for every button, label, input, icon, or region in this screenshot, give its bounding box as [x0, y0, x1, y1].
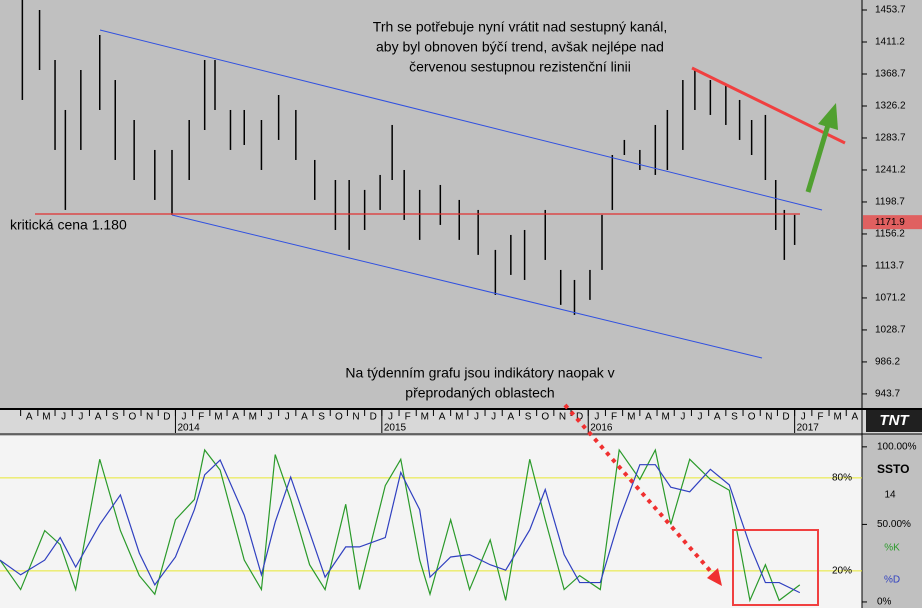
x-tick-label: M: [42, 412, 50, 423]
y-tick-label: 986.2: [875, 357, 900, 368]
y-tick-label: 100.00%: [877, 441, 917, 452]
x-tick-label: F: [405, 412, 411, 423]
x-tick-label: M: [214, 412, 222, 423]
y-tick-label: 1326.2: [875, 101, 906, 112]
x-tick-label: J: [182, 412, 187, 423]
x-tick-label: J: [474, 412, 479, 423]
y-tick-label: 1028.7: [875, 325, 906, 336]
x-tick-label: J: [698, 412, 703, 423]
x-tick-label: N: [559, 412, 566, 423]
x-tick-label: S: [112, 412, 119, 423]
x-tick-label: O: [335, 412, 343, 423]
x-tick-label: M: [249, 412, 257, 423]
x-tick-label: A: [439, 412, 446, 423]
annotation: kritická cena 1.180: [10, 217, 127, 233]
annotation: Na týdenním grafu jsou indikátory naopak…: [345, 365, 614, 381]
x-tick-label: A: [645, 412, 652, 423]
x-tick-label: A: [508, 412, 515, 423]
indicator-line: [0, 459, 801, 594]
x-tick-label: J: [61, 412, 66, 423]
x-tick-label: A: [232, 412, 239, 423]
x-tick-label: O: [129, 412, 137, 423]
x-tick-label: J: [78, 412, 83, 423]
x-tick-label: O: [541, 412, 549, 423]
x-tick-label: M: [421, 412, 429, 423]
year-label: 2014: [177, 423, 200, 434]
x-tick-label: S: [318, 412, 325, 423]
annotation: aby byl obnoven býčí trend, avšak nejlép…: [376, 39, 664, 55]
last-price-box: [863, 215, 922, 230]
year-label: 2016: [590, 423, 613, 434]
arrow: [805, 124, 831, 193]
legend-entry: %D: [884, 575, 900, 586]
y-tick-label: 1071.2: [875, 293, 906, 304]
arrow-head: [818, 103, 838, 130]
x-tick-label: J: [268, 412, 273, 423]
legend-entry: %K: [884, 543, 900, 554]
indicator-period: 14: [884, 490, 896, 501]
logo-box: [866, 410, 922, 432]
x-tick-label: D: [163, 412, 170, 423]
y-tick-label: 1453.7: [875, 5, 906, 16]
x-tick-label: J: [594, 412, 599, 423]
dotted-arrow: [563, 403, 715, 576]
x-tick-label: F: [817, 412, 823, 423]
x-tick-label: D: [782, 412, 789, 423]
x-tick-label: A: [714, 412, 721, 423]
x-tick-label: N: [352, 412, 359, 423]
time-axis-strip: [0, 408, 922, 434]
annotation: Trh se potřebuje nyní vrátit nad sestupn…: [373, 19, 667, 35]
x-tick-label: J: [285, 412, 290, 423]
x-tick-label: J: [388, 412, 393, 423]
year-label: 2017: [797, 423, 820, 434]
channel-line: [99, 29, 823, 211]
annotation: přeprodaných oblastech: [405, 385, 554, 401]
x-tick-label: J: [491, 412, 496, 423]
x-tick-label: O: [748, 412, 756, 423]
x-tick-label: S: [731, 412, 738, 423]
y-tick-label: 943.7: [875, 389, 900, 400]
x-tick-label: A: [852, 412, 859, 423]
x-tick-label: F: [611, 412, 617, 423]
x-tick-label: J: [680, 412, 685, 423]
y-tick-label: 1156.2: [875, 229, 905, 240]
level-label: 20%: [832, 566, 852, 577]
indicator-name: SSTO: [877, 462, 909, 476]
x-tick-label: D: [576, 412, 583, 423]
x-tick-label: M: [833, 412, 841, 423]
x-tick-label: M: [661, 412, 669, 423]
x-tick-label: F: [198, 412, 204, 423]
highlight-box: [732, 529, 819, 606]
x-tick-label: A: [26, 412, 33, 423]
year-label: 2015: [384, 423, 407, 434]
annotation: červenou sestupnou rezistenční linii: [409, 59, 631, 75]
channel-line: [171, 214, 763, 359]
x-tick-label: J: [801, 412, 806, 423]
arrow-head: [707, 568, 722, 586]
y-tick-label: 1113.7: [875, 261, 905, 272]
y-tick-label: 50.00%: [877, 519, 911, 530]
x-tick-label: D: [370, 412, 377, 423]
y-tick-label: 0%: [877, 597, 892, 608]
y-tick-label: 1198.7: [875, 197, 905, 208]
x-tick-label: N: [146, 412, 153, 423]
y-tick-label: 1368.7: [875, 69, 906, 80]
x-tick-label: A: [301, 412, 308, 423]
indicator-line: [0, 448, 801, 603]
logo: TNT: [879, 412, 910, 429]
x-tick-label: N: [765, 412, 772, 423]
last-price-label: 1171.9: [875, 217, 905, 228]
x-tick-label: M: [627, 412, 635, 423]
x-tick-label: A: [95, 412, 102, 423]
y-tick-label: 1283.7: [875, 133, 906, 144]
level-label: 80%: [832, 473, 852, 484]
x-tick-label: S: [525, 412, 532, 423]
x-tick-label: M: [455, 412, 463, 423]
y-tick-label: 1241.2: [875, 165, 906, 176]
y-tick-label: 1411.2: [875, 37, 905, 48]
resistance-line: [691, 66, 846, 145]
